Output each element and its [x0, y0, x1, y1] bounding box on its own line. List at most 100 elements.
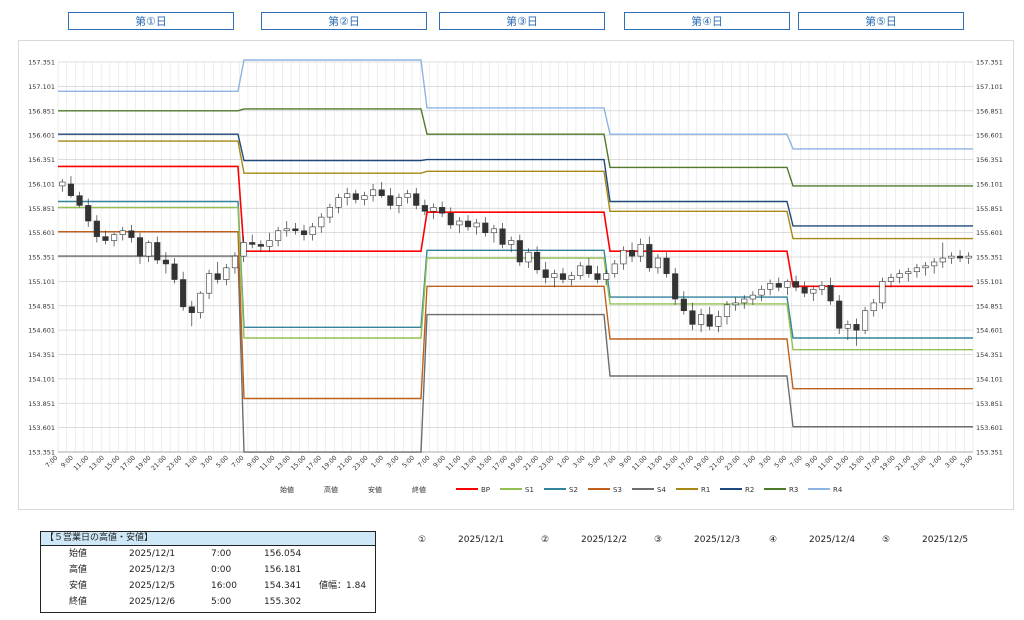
y-tick-label-right: 155.601: [976, 229, 1003, 237]
y-tick-label-left: 156.101: [28, 180, 55, 188]
candle-body: [913, 267, 920, 273]
candle-body: [352, 193, 359, 200]
candle-body: [663, 257, 670, 274]
summary-time: 7:00: [211, 549, 232, 559]
candle-body: [136, 237, 144, 257]
candle-body: [879, 281, 886, 304]
level-line-r3: [58, 108, 973, 187]
candle-body: [266, 240, 273, 247]
day-date-value: 2025/12/2: [581, 535, 628, 545]
day-date-4: ④ 2025/12/4: [769, 535, 855, 545]
day-date-1: ① 2025/12/1: [418, 535, 504, 545]
day-date-mark: ③: [654, 535, 663, 545]
level-line-r1: [58, 140, 973, 240]
candle-body: [378, 189, 385, 196]
y-tick-label-right: 154.851: [976, 302, 1003, 310]
legend-label: 始値: [280, 485, 294, 494]
candle-body: [948, 255, 955, 259]
candle-body: [758, 288, 765, 296]
summary-time: 16:00: [211, 581, 237, 591]
candle-body: [344, 193, 351, 198]
pivot-candlestick-chart: 157.351 157.351 157.101 157.101 156.851 156.8…: [18, 40, 1014, 510]
candle-body: [473, 222, 480, 228]
summary-row-close: 終値 2025/12/6 5:00 155.302: [41, 594, 375, 610]
y-tick-label-left: 155.351: [28, 254, 55, 262]
y-tick-label-right: 154.351: [976, 351, 1003, 359]
candle-body: [249, 242, 256, 245]
summary-row-low: 安値 2025/12/5 16:00 154.341 値幅：1.84: [41, 578, 375, 594]
legend-label: R2: [745, 486, 754, 494]
candle-body: [257, 244, 264, 247]
candle-body: [370, 189, 377, 196]
candle-body: [559, 273, 567, 280]
candle-body: [637, 244, 644, 257]
candle-body: [223, 267, 230, 280]
candle-body: [516, 240, 523, 263]
candle-body: [706, 314, 713, 327]
y-tick-label-left: 156.601: [28, 132, 55, 140]
y-tick-label-right: 153.601: [976, 424, 1003, 432]
legend-label: S2: [569, 486, 578, 494]
candle-body: [939, 257, 946, 263]
candle-body: [197, 292, 204, 313]
candle-body: [568, 275, 575, 280]
day-date-value: 2025/12/5: [922, 535, 969, 545]
candle-body: [862, 310, 869, 331]
candle-body: [395, 197, 403, 206]
day-date-3: ③ 2025/12/3: [654, 535, 740, 545]
legend-label: R3: [789, 486, 798, 494]
candle-body: [318, 216, 325, 228]
candle-body: [853, 324, 860, 331]
summary-date: 2025/12/3: [129, 565, 176, 575]
candle-body: [689, 310, 696, 325]
y-tick-label-right: 157.101: [976, 83, 1003, 91]
candle-body: [723, 304, 731, 317]
day-date-mark: ④: [769, 535, 778, 545]
summary-row-open: 始値 2025/12/1 7:00 156.054: [41, 546, 375, 562]
candle-body: [275, 230, 282, 241]
candle-body: [784, 281, 791, 288]
legend-label: S1: [525, 486, 534, 494]
candle-body: [827, 285, 834, 302]
candle-body: [603, 273, 610, 280]
y-tick-label-right: 155.851: [976, 205, 1003, 213]
candle-body: [594, 273, 601, 280]
y-tick-label-right: 153.851: [976, 400, 1003, 408]
day-date-value: 2025/12/1: [458, 535, 505, 545]
candle-body: [844, 324, 851, 329]
candle-body: [792, 281, 800, 288]
chart-frame: [18, 40, 1014, 510]
day-date-2: ② 2025/12/2: [541, 535, 627, 545]
summary-time: 5:00: [211, 597, 232, 607]
candle-body: [801, 287, 808, 294]
candle-body: [534, 251, 541, 271]
y-tick-label-left: 156.351: [28, 156, 55, 164]
y-tick-label-left: 155.101: [28, 278, 55, 286]
candle-body: [887, 277, 895, 282]
day-label-1: 第①日: [68, 12, 234, 30]
candle-body: [326, 207, 333, 218]
candle-body: [896, 273, 903, 278]
candle-body: [300, 230, 308, 235]
y-tick-label-left: 153.601: [28, 424, 55, 432]
summary-title: 【５営業日の高値・安値】: [41, 532, 375, 546]
y-tick-label-right: 156.351: [976, 156, 1003, 164]
legend-label: R4: [833, 486, 843, 494]
y-tick-label-right: 154.601: [976, 327, 1003, 335]
legend-label: S4: [657, 486, 666, 494]
day-label-2: 第②日: [261, 12, 427, 30]
level-line-s1: [58, 206, 973, 351]
candle-body: [283, 228, 290, 232]
candle-body: [456, 220, 463, 226]
candle-body: [965, 255, 972, 259]
level-line-s4: [58, 255, 973, 453]
day-date-mark: ⑤: [882, 535, 891, 545]
day-date-value: 2025/12/3: [694, 535, 741, 545]
candle-body: [680, 298, 687, 312]
candle-body: [672, 273, 679, 300]
summary-date: 2025/12/6: [129, 597, 176, 607]
candle-body: [482, 222, 489, 234]
candle-body: [85, 205, 92, 222]
y-tick-label-right: 156.851: [976, 107, 1003, 115]
candle-body: [620, 249, 627, 265]
